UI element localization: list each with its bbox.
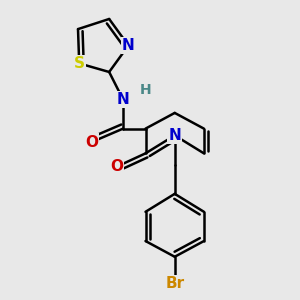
Text: O: O bbox=[85, 135, 98, 150]
Text: N: N bbox=[117, 92, 129, 107]
Text: S: S bbox=[74, 56, 85, 71]
Text: Br: Br bbox=[165, 276, 184, 291]
Text: N: N bbox=[122, 38, 135, 53]
Text: O: O bbox=[110, 159, 123, 174]
Text: N: N bbox=[168, 128, 181, 143]
Text: H: H bbox=[140, 83, 151, 98]
